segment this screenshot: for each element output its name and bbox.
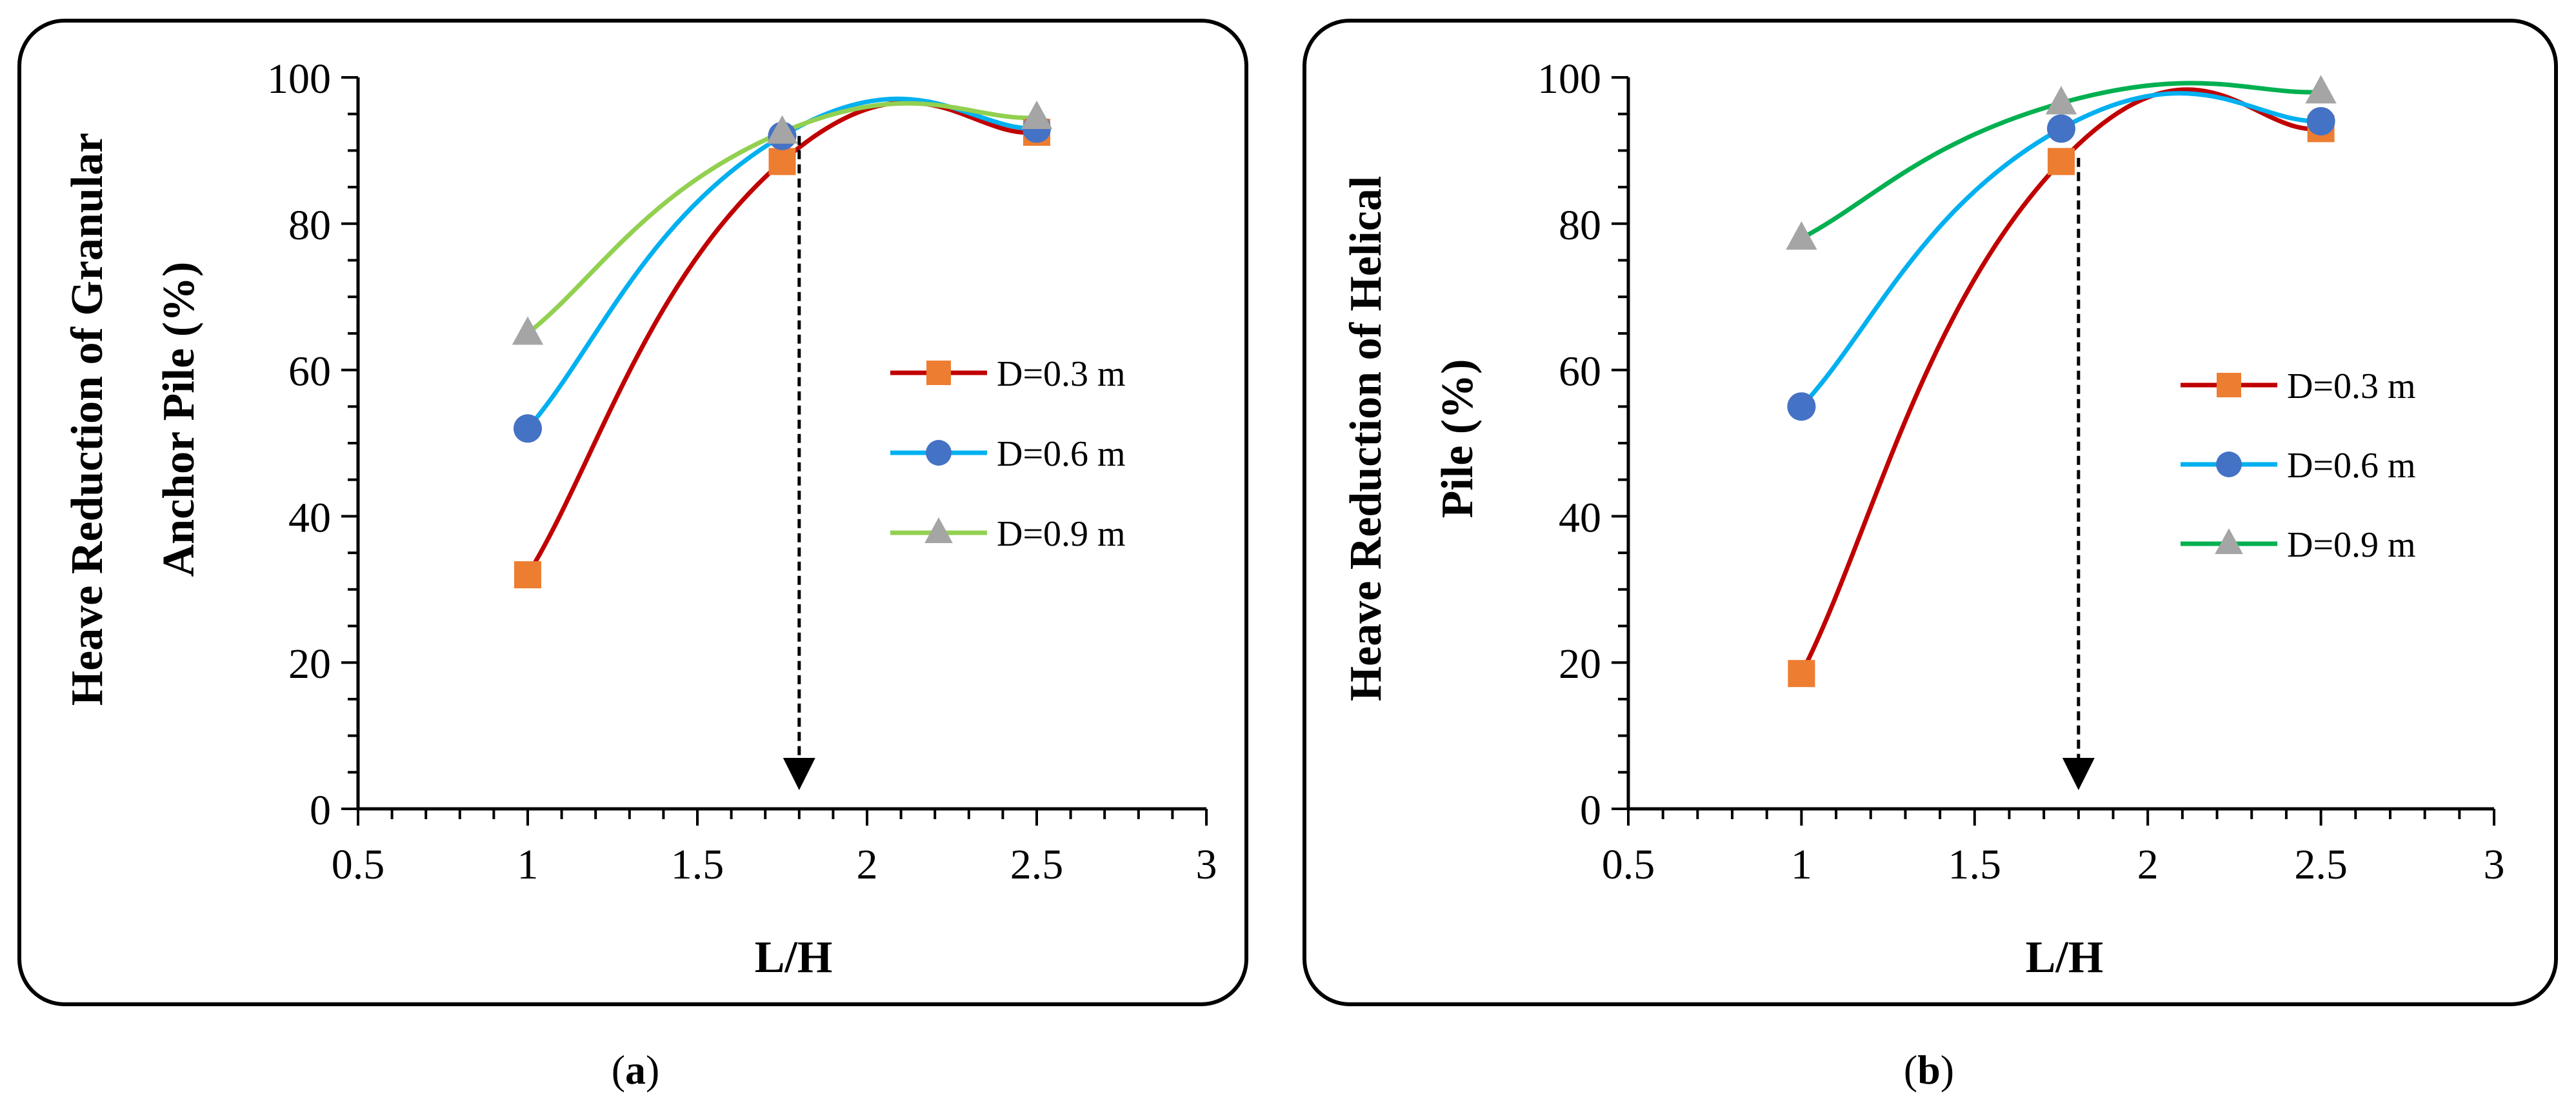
panel-b-x-tick-label: 3	[2484, 841, 2505, 888]
panel-b-data-point-square	[2048, 148, 2075, 175]
panel-a-label: (a)	[612, 1047, 660, 1093]
panel-a-x-tick-label: 3	[1196, 841, 1217, 888]
panel-b-y-tick-label: 60	[1559, 348, 1601, 395]
panel-a-x-tick-label: 1	[517, 841, 539, 888]
panel-a-plot-area: 0 20 40 60 80 100 0.5 1 1.5 2 2.5 3 D=0.3 m D=0.6 m D=…	[267, 55, 1217, 888]
panel-b-label: (b)	[1904, 1047, 1954, 1093]
panel-b-frame	[1303, 19, 2558, 1006]
panel-b-legend-marker	[2215, 528, 2243, 554]
panel-b-y-tick-label: 0	[1580, 787, 1601, 834]
panel-a-legend-marker	[926, 361, 951, 385]
panel-b-plot-area: 0 20 40 60 80 100 0.5 1 1.5 2 2.5 3 D=0.3 m D=0.6 m D=…	[1537, 55, 2505, 888]
panel-b-y-tick-label: 40	[1559, 494, 1601, 541]
panel-b-x-tick-label: 2	[2137, 841, 2159, 888]
panel-b-legend-label: D=0.3 m	[2287, 366, 2416, 406]
panel-b-xlabel: L/H	[2026, 933, 2104, 982]
panel-a-data-point-triangle	[1021, 100, 1053, 130]
panel-b-y-tick-label: 100	[1537, 55, 1601, 103]
panel-b-y-tick-label: 80	[1559, 202, 1601, 249]
panel-a-letter: a	[625, 1047, 646, 1093]
panel-a-data-point-circle	[513, 414, 543, 443]
panel-b-data-point-circle	[1787, 392, 1816, 421]
panel-a-data-point-triangle	[512, 316, 544, 345]
panel-b-ylabel-line2: Pile (%)	[1433, 359, 1483, 519]
panel-b-x-tick-label: 2.5	[2294, 841, 2348, 888]
panel-b-legend-marker	[2217, 373, 2241, 397]
panel-a-data-point-square	[768, 148, 796, 175]
panel-b-x-tick-label: 1	[1791, 841, 1812, 888]
panel-a-series-line-1	[526, 100, 1037, 576]
panel-a-y-tick-label: 0	[310, 787, 331, 834]
svg-text:(a): (a)	[612, 1047, 660, 1093]
panel-a-x-tick-label: 1.5	[671, 841, 724, 888]
panel-b-ylabel-line1: Heave Reduction of Helical	[1341, 176, 1391, 702]
panel-b-data-point-circle	[2306, 106, 2335, 136]
panel-a-frame	[17, 19, 1248, 1006]
panel-a-y-tick-label: 100	[267, 55, 331, 103]
panel-b-x-tick-label: 0.5	[1602, 841, 1655, 888]
panel-a-data-point-triangle	[766, 115, 798, 144]
panel-a-y-tick-label: 60	[288, 348, 331, 395]
panel-a-y-tick-label: 20	[288, 640, 331, 688]
panel-a-legend-label: D=0.3 m	[997, 354, 1126, 394]
panel-a-legend-label: D=0.6 m	[997, 434, 1126, 474]
panel-b-legend-marker	[2216, 452, 2242, 477]
panel-a-ylabel-line2: Anchor Pile (%)	[154, 262, 204, 577]
panel-b-data-point-triangle	[1786, 221, 1817, 250]
panel-a-xlabel: L/H	[755, 933, 833, 982]
panel-a-legend-marker	[926, 440, 952, 466]
panel-a-x-tick-label: 0.5	[332, 841, 385, 888]
panel-b-letter: b	[1917, 1047, 1941, 1093]
svg-text:(b): (b)	[1904, 1047, 1954, 1093]
panel-b-data-point-circle	[2046, 114, 2076, 143]
panel-a-y-tick-label: 80	[288, 202, 331, 249]
panel-b-data-point-triangle	[2045, 86, 2077, 115]
panel-b-data-point-square	[1788, 660, 1815, 688]
panel-b-data-point-triangle	[2305, 75, 2337, 104]
panel-b-legend-label: D=0.9 m	[2287, 525, 2416, 565]
panel-a-legend-label: D=0.9 m	[997, 514, 1126, 554]
panel-a-legend-marker	[924, 517, 953, 543]
panel-b-x-tick-label: 1.5	[1948, 841, 2002, 888]
panel-a-data-point-square	[514, 561, 541, 589]
panel-a-ylabel-line1: Heave Reduction of Granular	[63, 133, 112, 706]
panel-b: Heave Reduction of Helical Pile (%) 0 20 4…	[1303, 19, 2558, 1006]
panel-b-legend-label: D=0.6 m	[2287, 446, 2416, 486]
panel-a-x-tick-label: 2	[857, 841, 878, 888]
panel-a-y-tick-label: 40	[288, 494, 331, 541]
panel-b-y-tick-label: 20	[1559, 640, 1601, 688]
panel-a-x-tick-label: 2.5	[1010, 841, 1064, 888]
panel-a: Heave Reduction of Granular Anchor Pile …	[17, 19, 1248, 1006]
